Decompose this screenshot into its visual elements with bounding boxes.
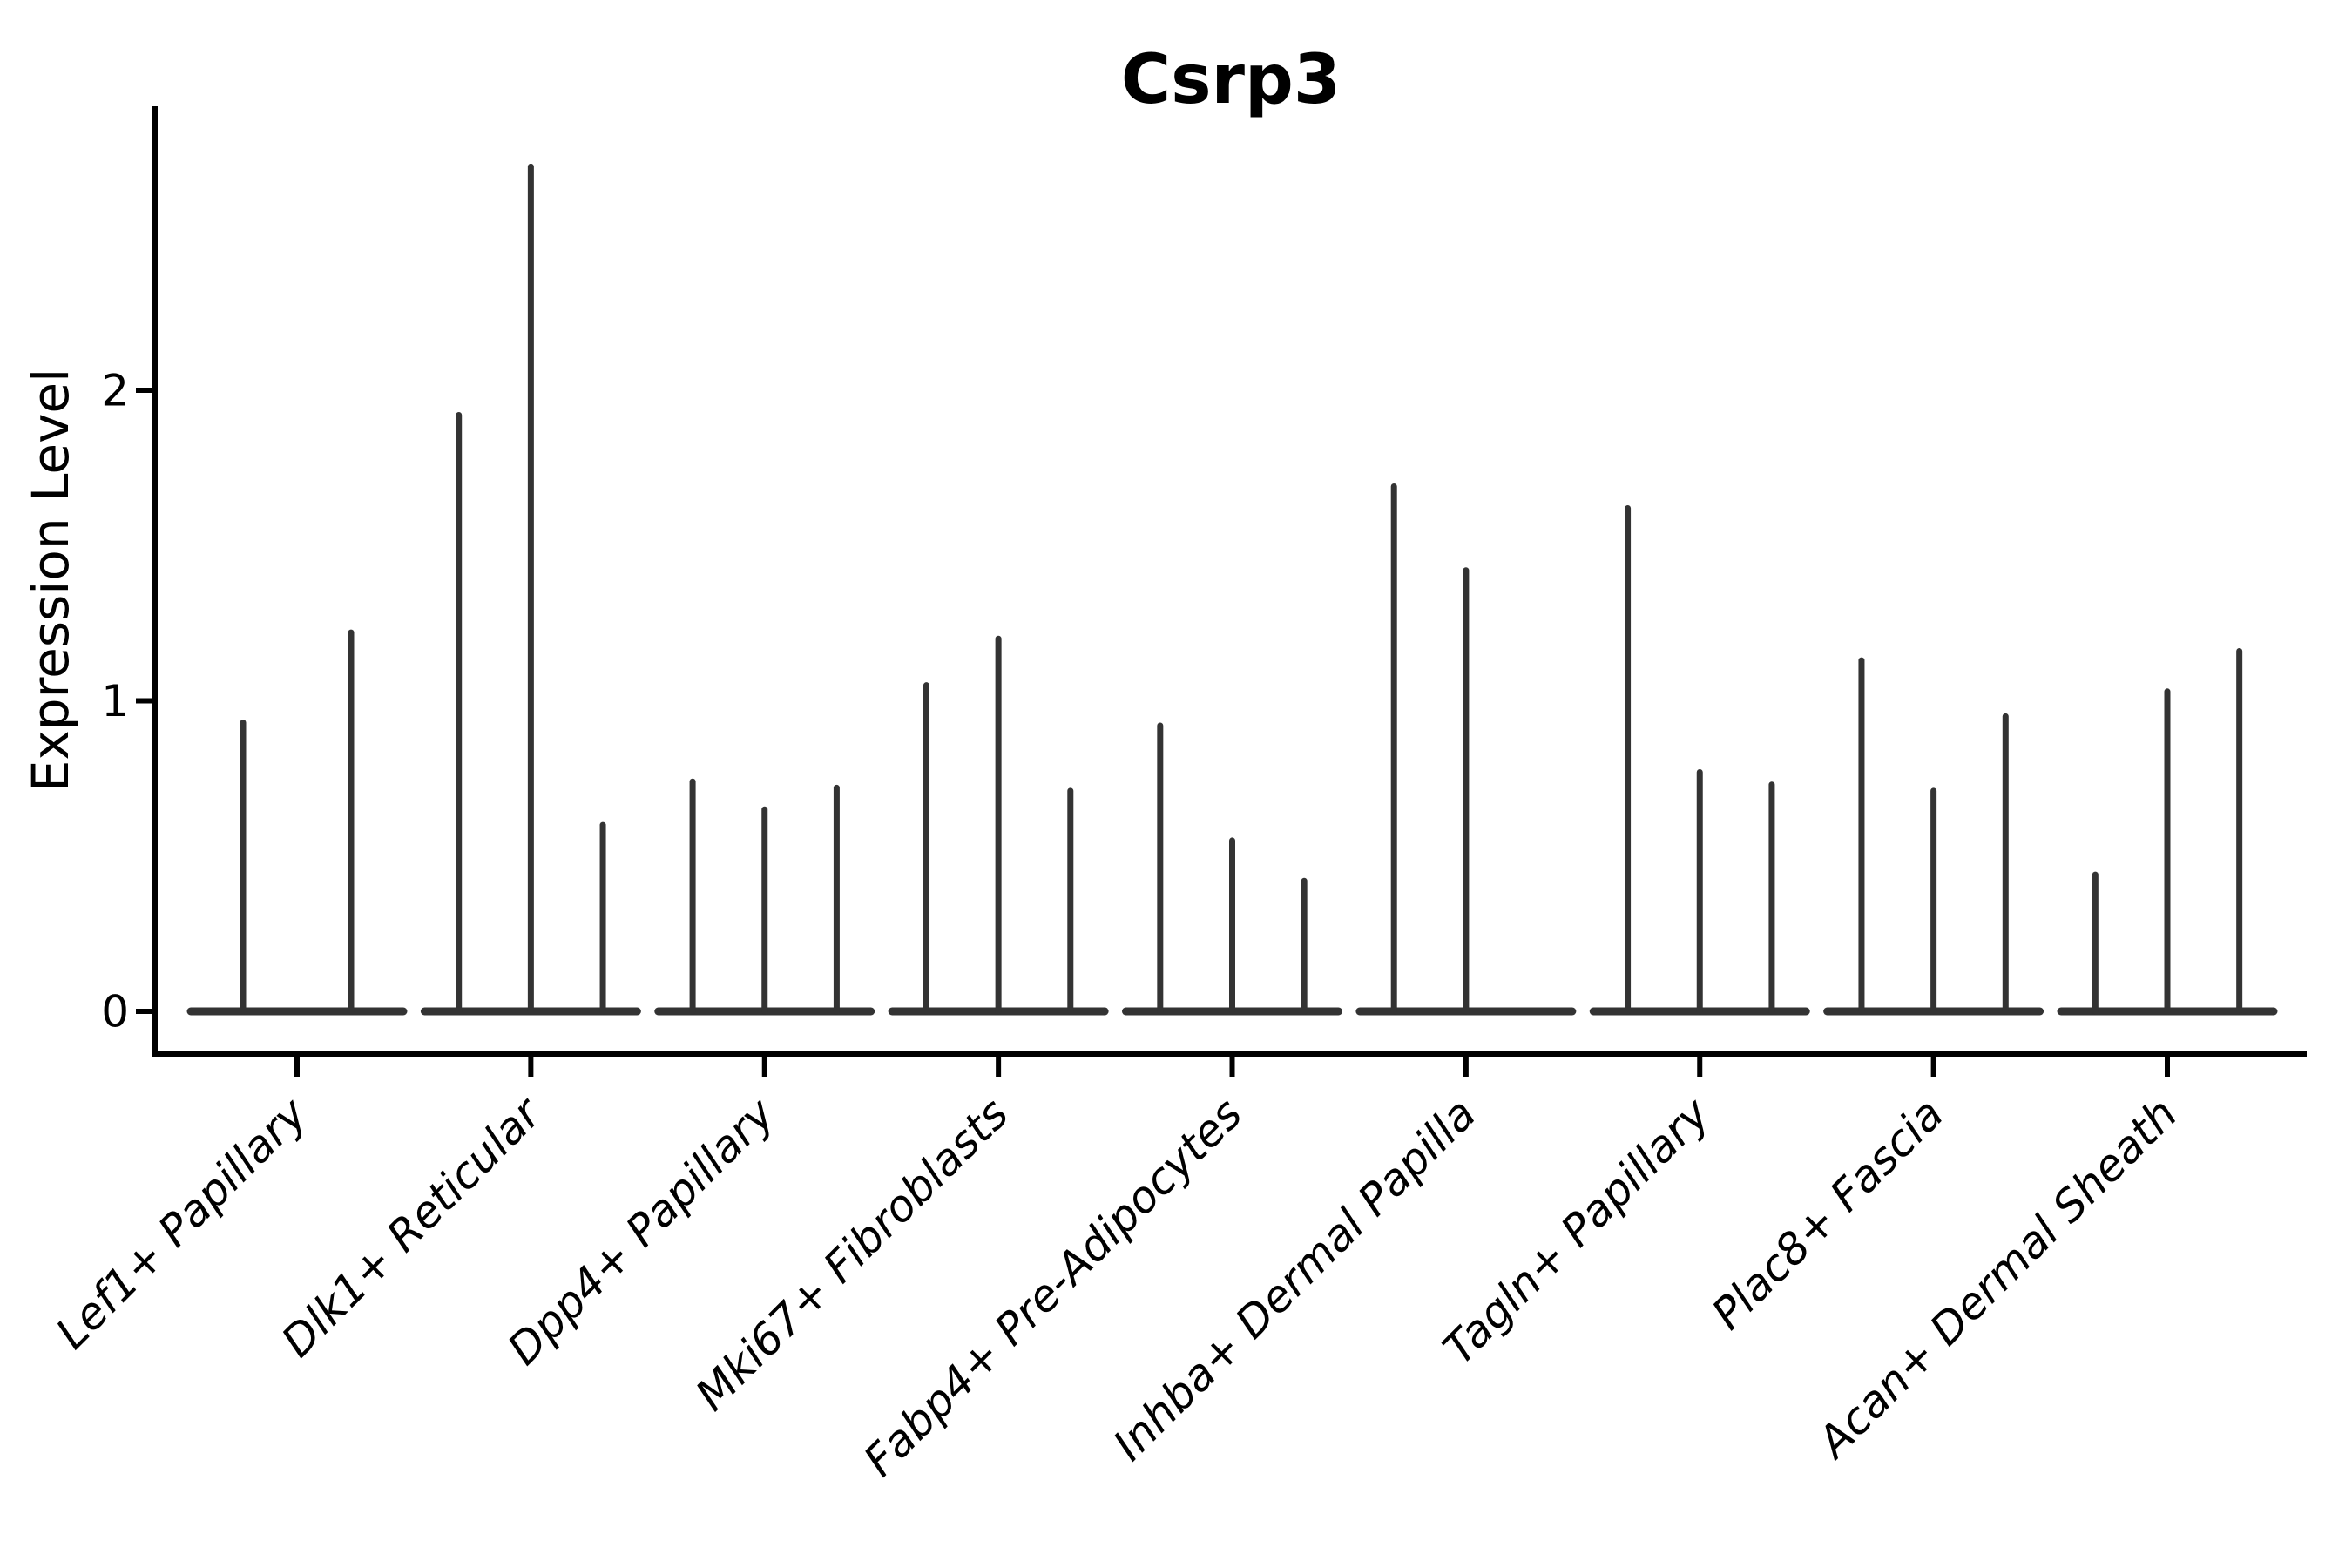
y-tick-label: 1 bbox=[101, 676, 129, 727]
x-tick-label: Lef1+ Papillary bbox=[46, 1087, 317, 1358]
y-tick-label: 2 bbox=[101, 366, 129, 416]
y-axis-label: Expression Level bbox=[21, 368, 80, 792]
chart-title: Csrp3 bbox=[1121, 41, 1341, 119]
y-tick-label: 0 bbox=[101, 987, 129, 1037]
x-tick-label: Dlk1+ Reticular bbox=[272, 1086, 552, 1367]
x-tick-label: Fabp4+ Pre-Adipocytes bbox=[854, 1088, 1252, 1486]
x-tick-label: Plac8+ Fascia bbox=[1702, 1088, 1953, 1339]
